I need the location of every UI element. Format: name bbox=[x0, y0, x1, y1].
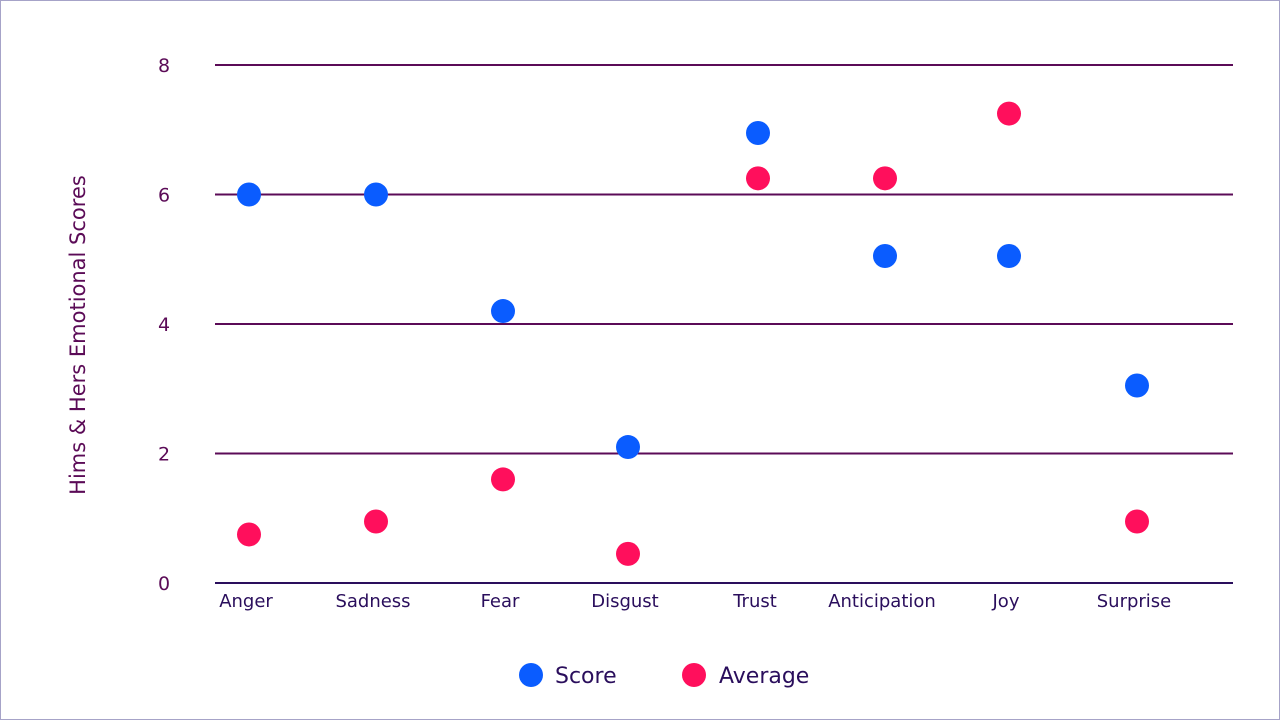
point-average-surprise bbox=[1125, 509, 1149, 534]
point-score-anger bbox=[237, 182, 261, 207]
point-score-anticipation bbox=[873, 244, 897, 269]
data-points bbox=[237, 101, 1149, 566]
x-category-anticipation: Anticipation bbox=[828, 591, 936, 612]
x-category-anger: Anger bbox=[219, 591, 273, 612]
y-tick-4: 4 bbox=[158, 314, 170, 336]
x-category-disgust: Disgust bbox=[591, 591, 659, 612]
point-average-joy bbox=[997, 101, 1021, 126]
point-score-joy bbox=[997, 244, 1021, 269]
x-category-fear: Fear bbox=[481, 591, 520, 612]
y-tick-8: 8 bbox=[158, 55, 170, 77]
point-score-sadness bbox=[364, 182, 388, 207]
x-category-trust: Trust bbox=[732, 591, 777, 612]
x-category-sadness: Sadness bbox=[335, 591, 410, 612]
point-average-sadness bbox=[364, 509, 388, 534]
y-tick-0: 0 bbox=[158, 573, 170, 595]
point-score-surprise bbox=[1125, 373, 1149, 398]
legend-label-average: Average bbox=[719, 664, 809, 689]
x-category-labels: Anger Sadness Fear Disgust Trust Anticipation… bbox=[219, 591, 1171, 612]
legend: Score Average bbox=[519, 663, 809, 689]
point-average-trust bbox=[746, 166, 770, 191]
point-score-disgust bbox=[616, 435, 640, 460]
point-score-fear bbox=[491, 299, 515, 324]
y-tick-2: 2 bbox=[158, 444, 170, 466]
legend-marker-average bbox=[682, 663, 706, 687]
y-axis-label: Hims & Hers Emotional Scores bbox=[66, 175, 90, 495]
point-average-disgust bbox=[616, 541, 640, 566]
gridlines bbox=[215, 64, 1233, 584]
point-average-anticipation bbox=[873, 166, 897, 191]
legend-label-score: Score bbox=[555, 664, 617, 689]
y-tick-6: 6 bbox=[158, 185, 170, 207]
y-tick-labels: 0 2 4 6 8 bbox=[158, 55, 170, 595]
x-category-joy: Joy bbox=[992, 591, 1020, 612]
point-average-fear bbox=[491, 467, 515, 492]
point-score-trust bbox=[746, 120, 770, 145]
legend-marker-score bbox=[519, 663, 543, 687]
x-category-surprise: Surprise bbox=[1097, 591, 1172, 612]
point-average-anger bbox=[237, 522, 261, 547]
